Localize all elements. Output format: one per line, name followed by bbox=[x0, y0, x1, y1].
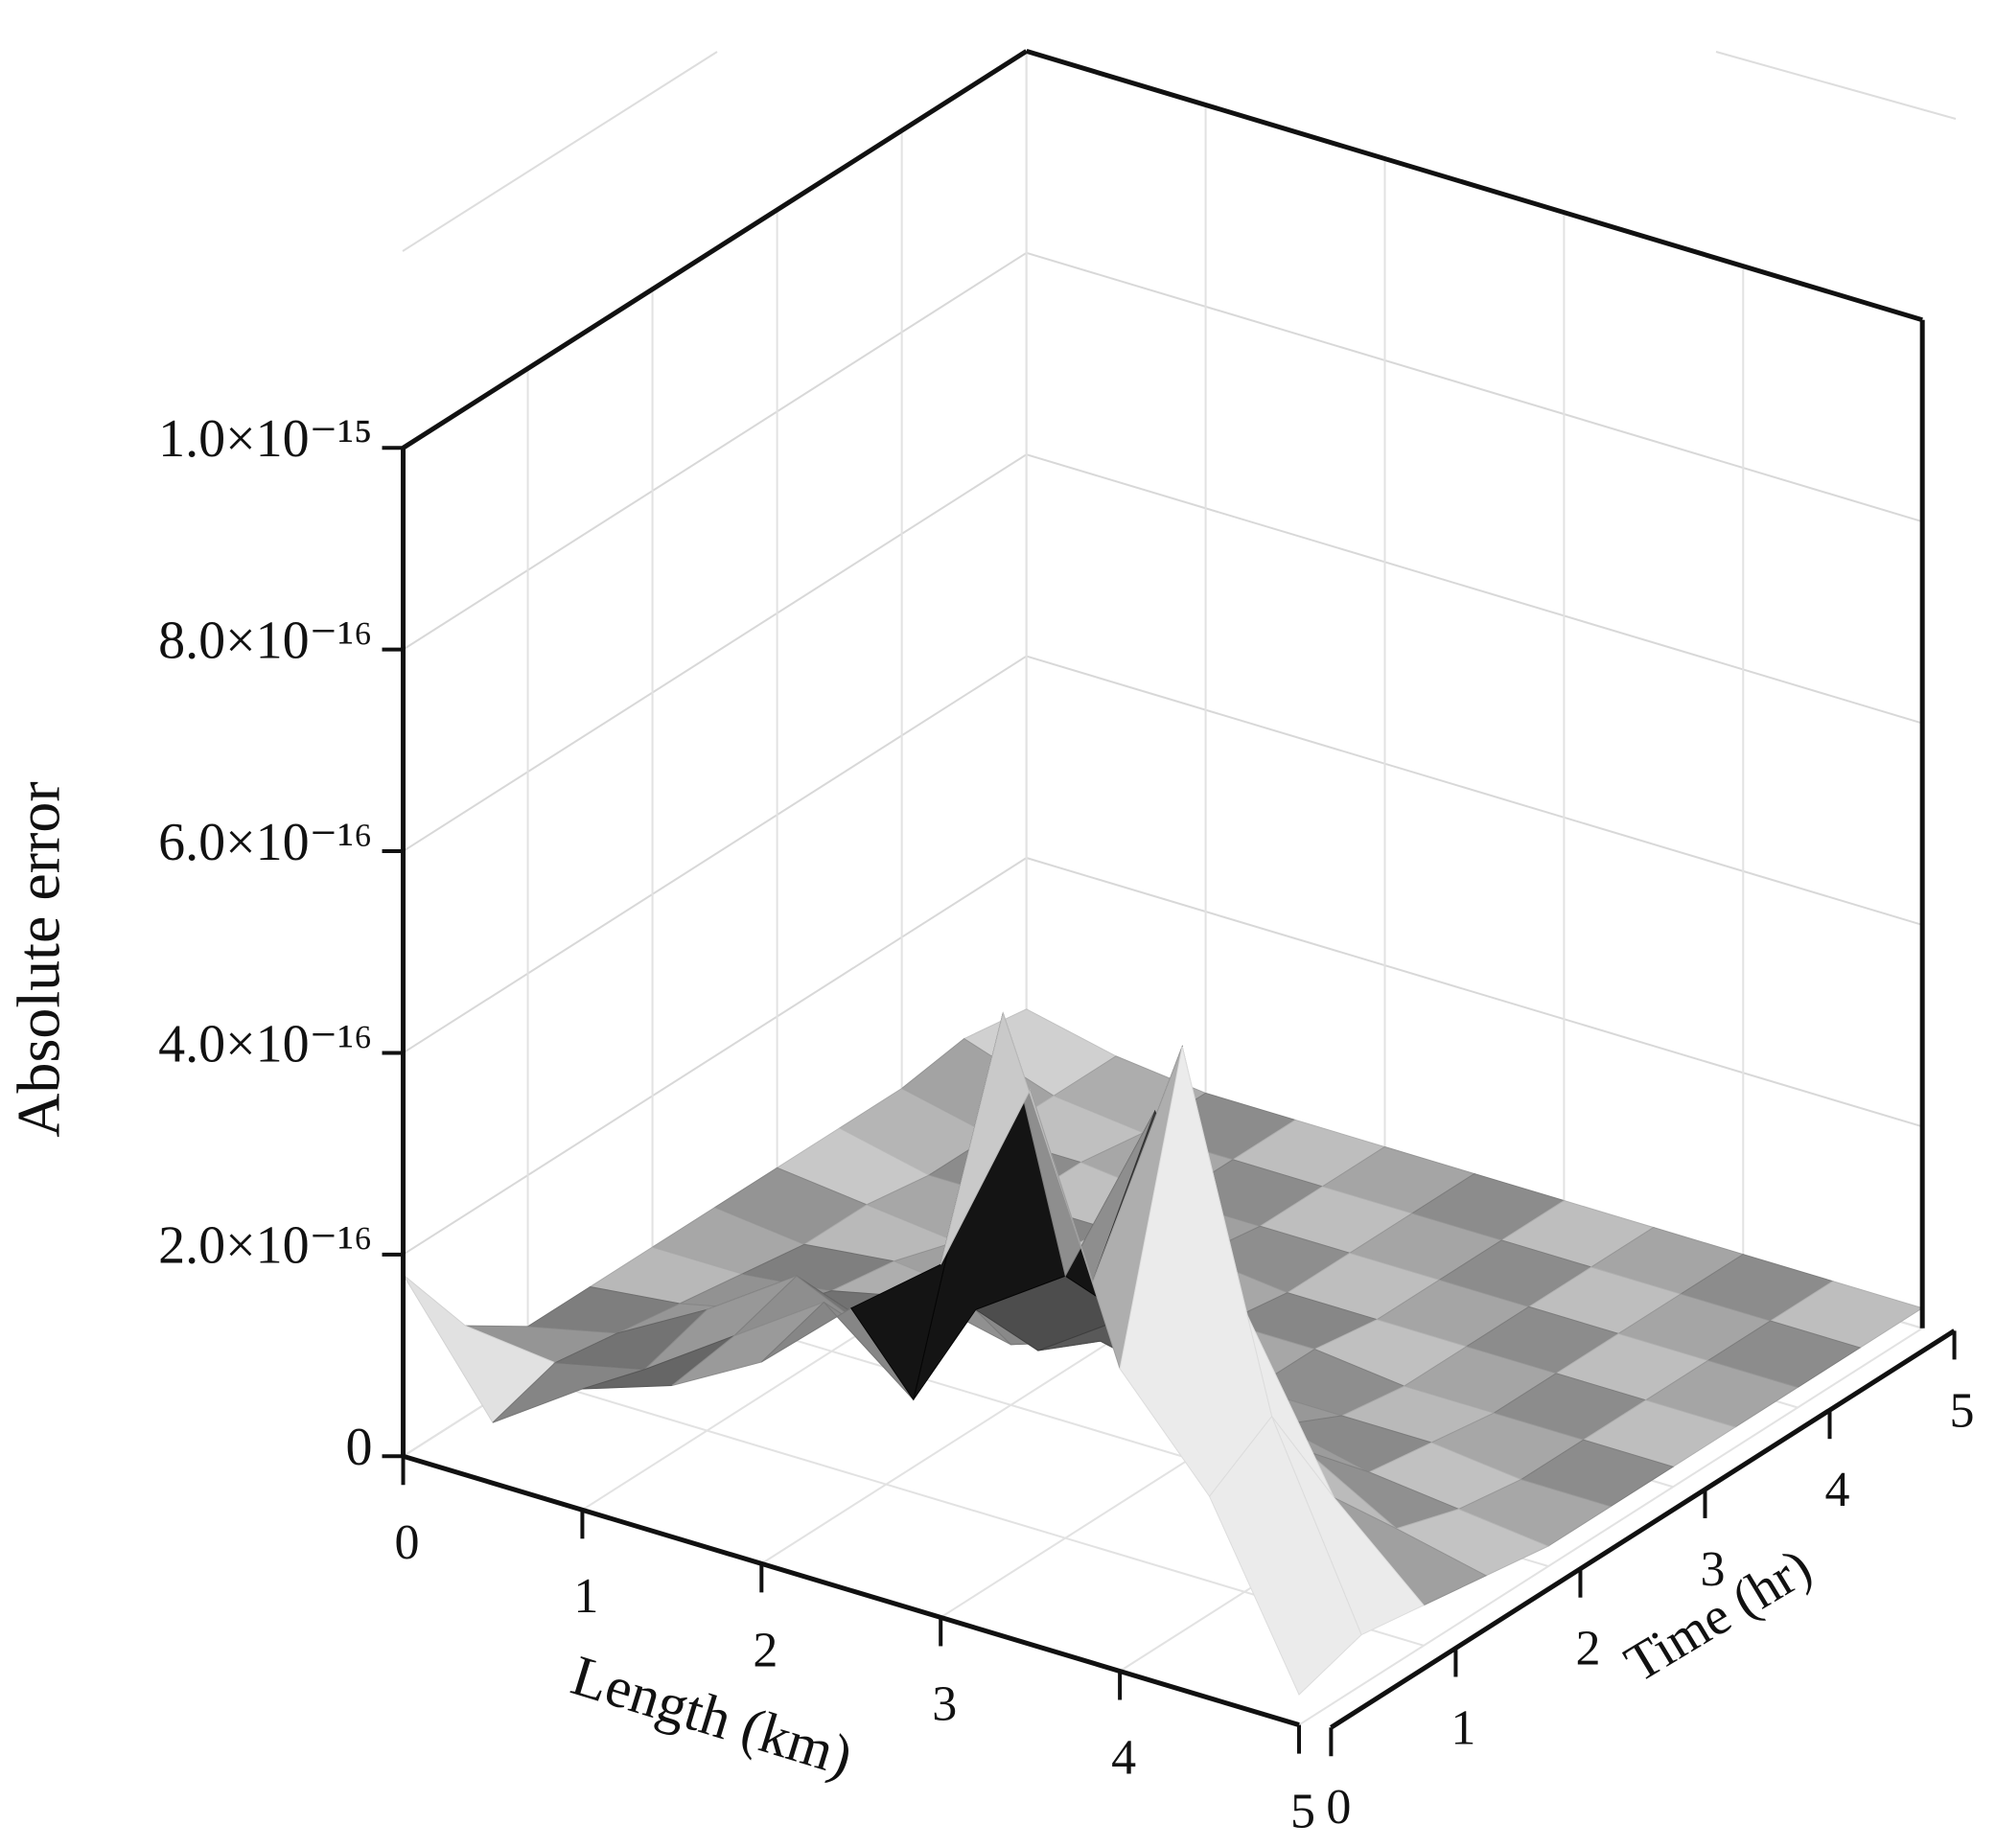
y-tick-label: 5 bbox=[1950, 1383, 1975, 1438]
x-tick-label: 3 bbox=[932, 1676, 957, 1731]
y-tick-label: 1 bbox=[1451, 1700, 1475, 1755]
axis-line bbox=[402, 49, 1029, 450]
x-axis-label: Length (km) bbox=[565, 1643, 860, 1788]
z-tick-label: 1.0×10⁻¹⁵ bbox=[158, 409, 372, 469]
axis-line bbox=[402, 1453, 1300, 1727]
x-tick-label: 1 bbox=[573, 1569, 598, 1624]
decor-line bbox=[1715, 51, 1957, 120]
x-tick-label: 2 bbox=[753, 1623, 778, 1677]
z-tick-label: 8.0×10⁻¹⁶ bbox=[158, 611, 372, 670]
z-tick-label: 2.0×10⁻¹⁶ bbox=[158, 1216, 372, 1276]
y-tick-label: 4 bbox=[1825, 1463, 1850, 1517]
back-wall bbox=[1026, 51, 1923, 1328]
x-tick-label: 5 bbox=[1290, 1785, 1315, 1839]
surface-cell bbox=[1208, 1415, 1362, 1696]
y-tick-label: 0 bbox=[1326, 1780, 1351, 1835]
z-tick-label: 6.0×10⁻¹⁶ bbox=[158, 813, 372, 872]
axis-line bbox=[1025, 49, 1923, 323]
axis-line bbox=[1330, 1328, 1956, 1730]
y-tick-label: 2 bbox=[1575, 1622, 1600, 1676]
left-wall bbox=[403, 51, 1027, 1457]
x-tick-label: 4 bbox=[1111, 1730, 1136, 1785]
decor-line bbox=[402, 51, 718, 252]
z-tick-label: 0 bbox=[346, 1418, 373, 1477]
z-axis-label: Absolute error bbox=[5, 781, 73, 1137]
y-tick-label: 3 bbox=[1700, 1542, 1725, 1597]
z-tick-label: 4.0×10⁻¹⁶ bbox=[158, 1014, 372, 1074]
x-tick-label: 0 bbox=[395, 1515, 420, 1570]
